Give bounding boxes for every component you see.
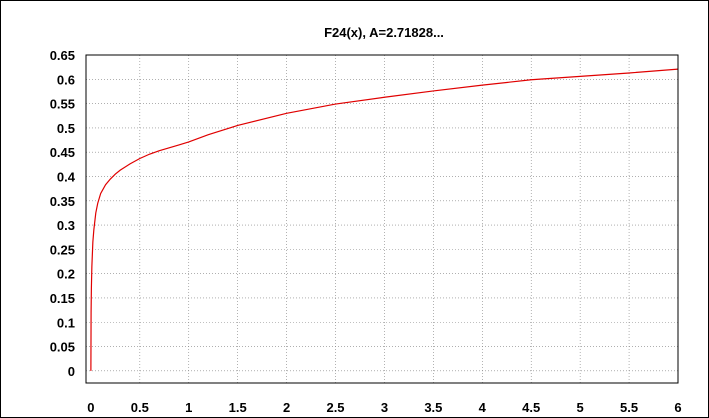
y-tick-label: 0.6 bbox=[57, 72, 75, 87]
y-tick-label: 0.25 bbox=[50, 242, 75, 257]
y-tick-label: 0.45 bbox=[50, 145, 75, 160]
x-tick-label: 2 bbox=[283, 400, 290, 415]
tick-label-layer: 0 0.5 1 1.5 2 2.5 3 3.5 4 4.5 5 5.5 6 0 0.05 0.1 0.15 0.2… bbox=[50, 48, 682, 415]
grid-layer bbox=[86, 54, 678, 383]
x-tick-label: 3 bbox=[381, 400, 388, 415]
y-tick-label: 0 bbox=[68, 364, 75, 379]
series-layer bbox=[90, 68, 679, 371]
y-tick-label: 0.05 bbox=[50, 340, 75, 355]
x-tick-label: 5.5 bbox=[620, 400, 638, 415]
x-tick-label: 2.5 bbox=[326, 400, 344, 415]
x-tick-label: 6 bbox=[674, 400, 681, 415]
y-tick-label: 0.1 bbox=[57, 315, 75, 330]
y-tick-label: 0.5 bbox=[57, 121, 75, 136]
y-tick-label: 0.15 bbox=[50, 291, 75, 306]
y-tick-label: 0.55 bbox=[50, 97, 75, 112]
chart-title: F24(x), A=2.71828... bbox=[324, 25, 444, 40]
y-tick-label: 0.3 bbox=[57, 218, 75, 233]
x-tick-label: 4 bbox=[479, 400, 487, 415]
x-tick-label: 0 bbox=[87, 400, 94, 415]
x-tick-label: 1.5 bbox=[229, 400, 247, 415]
y-tick-label: 0.35 bbox=[50, 194, 75, 209]
x-tick-label: 0.5 bbox=[131, 400, 149, 415]
x-tick-label: 5 bbox=[577, 400, 584, 415]
x-tick-label: 3.5 bbox=[424, 400, 442, 415]
x-tick-label: 1 bbox=[185, 400, 192, 415]
series-line bbox=[90, 68, 679, 371]
y-tick-label: 0.4 bbox=[57, 169, 76, 184]
x-tick-label: 4.5 bbox=[522, 400, 540, 415]
y-tick-label: 0.65 bbox=[50, 48, 75, 63]
plot-frame bbox=[85, 54, 679, 384]
y-tick-label: 0.2 bbox=[57, 267, 75, 282]
